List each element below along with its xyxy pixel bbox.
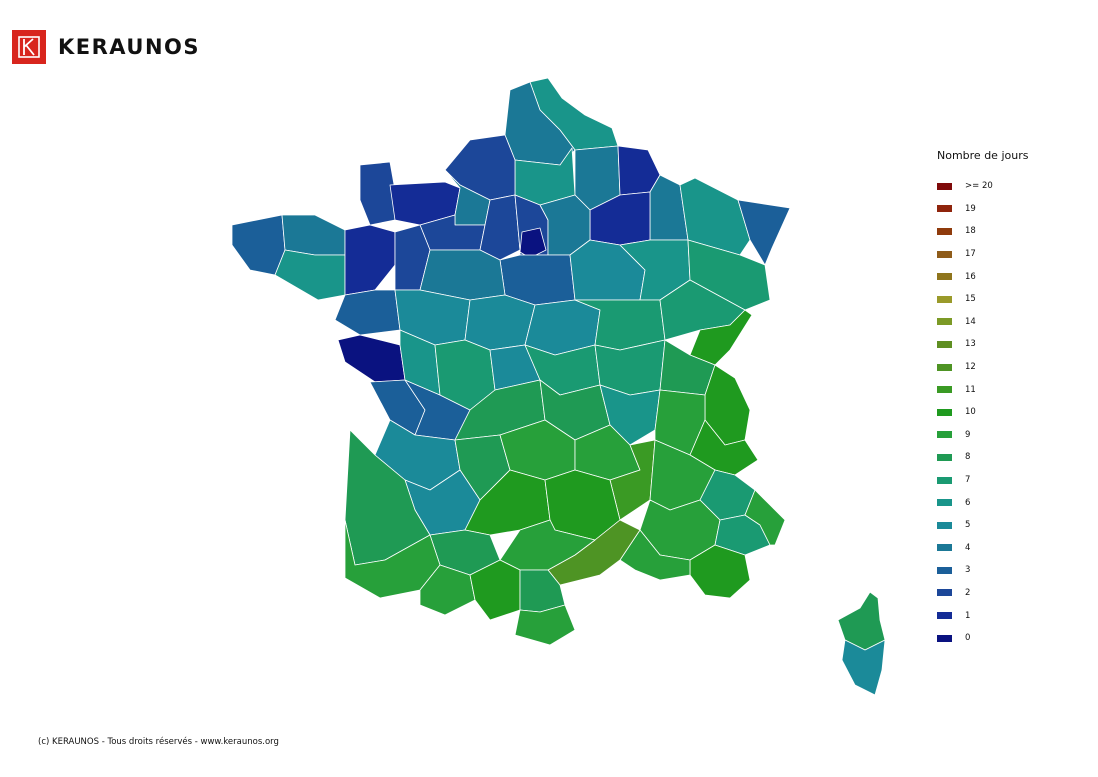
legend-label: 15 bbox=[965, 294, 976, 305]
department bbox=[519, 227, 547, 259]
legend-swatch bbox=[937, 182, 952, 190]
legend-swatch bbox=[937, 566, 952, 574]
legend-item: 3 bbox=[937, 559, 1028, 582]
legend-item: 19 bbox=[937, 198, 1028, 221]
department bbox=[841, 639, 886, 696]
department bbox=[274, 249, 346, 301]
department bbox=[334, 289, 401, 336]
legend-item: 8 bbox=[937, 446, 1028, 469]
legend-swatch bbox=[937, 544, 952, 552]
legend-label: 6 bbox=[965, 497, 971, 508]
department bbox=[337, 334, 406, 383]
legend-label: 4 bbox=[965, 542, 971, 553]
legend-item: 2 bbox=[937, 582, 1028, 605]
legend-swatch bbox=[937, 318, 952, 326]
legend-label: 2 bbox=[965, 587, 971, 598]
keraunos-logo: KERAUNOS bbox=[12, 30, 200, 64]
legend-swatch bbox=[937, 453, 952, 461]
legend-label: >= 20 bbox=[965, 181, 993, 192]
legend-label: 5 bbox=[965, 520, 971, 531]
department bbox=[344, 224, 396, 296]
legend-items: >= 20 19 18 17 16 15 14 13 12 11 10 9 8 7 6 5 4 3 2 1 0 bbox=[937, 175, 1028, 649]
legend-swatch bbox=[937, 227, 952, 235]
legend-item: >= 20 bbox=[937, 175, 1028, 198]
legend-swatch bbox=[937, 340, 952, 348]
department bbox=[359, 161, 396, 226]
legend-title: Nombre de jours bbox=[937, 149, 1029, 162]
legend-swatch bbox=[937, 363, 952, 371]
brand-name: KERAUNOS bbox=[58, 35, 200, 59]
department bbox=[744, 489, 786, 546]
legend-label: 10 bbox=[965, 407, 976, 418]
legend-item: 7 bbox=[937, 469, 1028, 492]
legend-label: 12 bbox=[965, 362, 976, 373]
legend-item: 9 bbox=[937, 424, 1028, 447]
legend-swatch bbox=[937, 295, 952, 303]
legend-label: 17 bbox=[965, 249, 976, 260]
legend-label: 16 bbox=[965, 271, 976, 282]
legend-swatch bbox=[937, 273, 952, 281]
legend-item: 11 bbox=[937, 378, 1028, 401]
legend-label: 13 bbox=[965, 339, 976, 350]
legend-item: 18 bbox=[937, 220, 1028, 243]
legend-swatch bbox=[937, 499, 952, 507]
legend-swatch bbox=[937, 205, 952, 213]
legend-item: 6 bbox=[937, 491, 1028, 514]
departments-layer bbox=[231, 77, 886, 696]
legend-item: 10 bbox=[937, 401, 1028, 424]
legend-swatch bbox=[937, 476, 952, 484]
legend-swatch bbox=[937, 521, 952, 529]
legend-item: 5 bbox=[937, 514, 1028, 537]
legend-label: 14 bbox=[965, 316, 976, 327]
legend-label: 8 bbox=[965, 452, 971, 463]
legend-item: 16 bbox=[937, 265, 1028, 288]
legend-swatch bbox=[937, 408, 952, 416]
legend-item: 12 bbox=[937, 356, 1028, 379]
legend-item: 4 bbox=[937, 537, 1028, 560]
legend-swatch bbox=[937, 431, 952, 439]
legend-swatch bbox=[937, 612, 952, 620]
legend-swatch bbox=[937, 634, 952, 642]
legend-item: 0 bbox=[937, 627, 1028, 650]
department bbox=[689, 544, 751, 599]
legend-swatch bbox=[937, 250, 952, 258]
legend-swatch bbox=[937, 589, 952, 597]
legend-item: 17 bbox=[937, 243, 1028, 266]
department bbox=[281, 214, 346, 256]
department bbox=[514, 604, 576, 646]
map-legend: Nombre de jours >= 20 19 18 17 16 15 14 13 12 11 1… bbox=[937, 149, 1028, 649]
legend-label: 11 bbox=[965, 384, 976, 395]
keraunos-logo-icon bbox=[12, 30, 46, 64]
legend-swatch bbox=[937, 386, 952, 394]
legend-label: 3 bbox=[965, 565, 971, 576]
legend-label: 19 bbox=[965, 203, 976, 214]
legend-label: 1 bbox=[965, 610, 971, 621]
legend-item: 1 bbox=[937, 604, 1028, 627]
legend-item: 13 bbox=[937, 333, 1028, 356]
department bbox=[464, 294, 536, 351]
legend-label: 7 bbox=[965, 475, 971, 486]
legend-item: 14 bbox=[937, 311, 1028, 334]
department bbox=[619, 529, 691, 581]
department bbox=[231, 214, 286, 276]
legend-item: 15 bbox=[937, 288, 1028, 311]
legend-label: 9 bbox=[965, 429, 971, 440]
department bbox=[399, 329, 441, 396]
legend-label: 0 bbox=[965, 633, 971, 644]
legend-label: 18 bbox=[965, 226, 976, 237]
department bbox=[737, 199, 791, 266]
copyright-footer: (c) KERAUNOS - Tous droits réservés - ww… bbox=[38, 737, 279, 747]
